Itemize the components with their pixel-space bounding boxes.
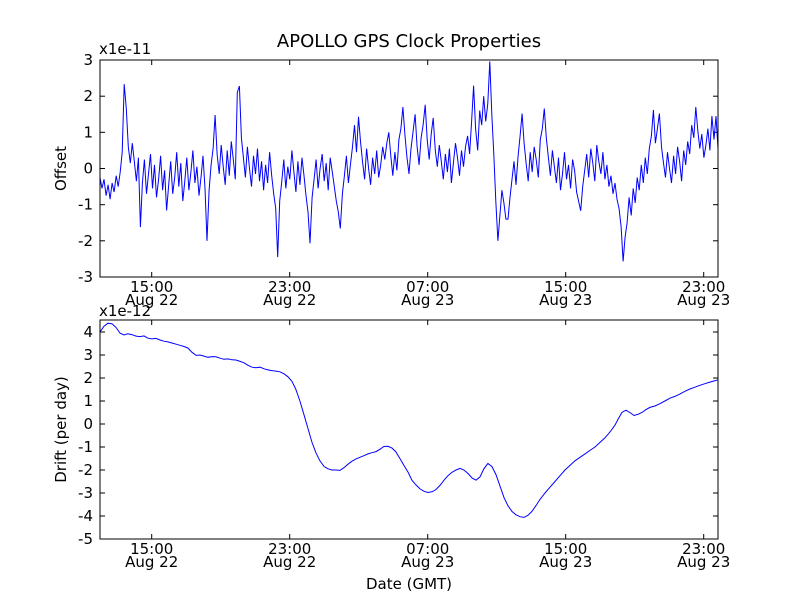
y-tick-label: -3 bbox=[78, 268, 93, 286]
x-tick-date-label: Aug 22 bbox=[125, 291, 178, 309]
y-tick-label: -3 bbox=[78, 484, 93, 502]
y-tick-label: -1 bbox=[78, 438, 93, 456]
x-tick-date-label: Aug 22 bbox=[125, 553, 178, 571]
x-tick-date-label: Aug 23 bbox=[539, 291, 592, 309]
y-tick-label: 4 bbox=[83, 323, 93, 341]
xaxis-label: Date (GMT) bbox=[366, 575, 452, 593]
y-tick-label: -2 bbox=[78, 232, 93, 250]
y-tick-label: 1 bbox=[83, 123, 93, 141]
y-tick-label: 0 bbox=[83, 160, 93, 178]
offset-ylabel: Offset bbox=[52, 146, 70, 191]
x-tick-time-label: 23:00 bbox=[268, 278, 311, 296]
y-tick-label: 1 bbox=[83, 392, 93, 410]
x-tick-time-label: 23:00 bbox=[682, 278, 725, 296]
y-tick-label: 3 bbox=[83, 51, 93, 69]
y-tick-label: 3 bbox=[83, 346, 93, 364]
x-tick-date-label: Aug 23 bbox=[539, 553, 592, 571]
x-tick-date-label: Aug 23 bbox=[677, 291, 730, 309]
y-tick-label: 2 bbox=[83, 369, 93, 387]
plot-title: APOLLO GPS Clock Properties bbox=[277, 31, 541, 52]
x-tick-time-label: 07:00 bbox=[406, 278, 449, 296]
drift-data-line bbox=[99, 322, 719, 518]
y-tick-label: -5 bbox=[78, 530, 93, 548]
x-tick-date-label: Aug 23 bbox=[677, 553, 730, 571]
x-tick-date-label: Aug 22 bbox=[263, 291, 316, 309]
y-tick-label: -4 bbox=[78, 507, 93, 525]
drift-scale-label: x1e-12 bbox=[99, 302, 151, 320]
drift-frame bbox=[99, 319, 719, 540]
offset-frame bbox=[99, 59, 719, 278]
y-tick-label: -1 bbox=[78, 196, 93, 214]
x-tick-time-label: 07:00 bbox=[406, 540, 449, 558]
offset-data-line bbox=[99, 61, 719, 262]
x-tick-time-label: 15:00 bbox=[544, 278, 587, 296]
x-tick-time-label: 15:00 bbox=[130, 278, 173, 296]
x-tick-time-label: 15:00 bbox=[544, 540, 587, 558]
x-tick-date-label: Aug 23 bbox=[401, 553, 454, 571]
x-tick-time-label: 23:00 bbox=[682, 540, 725, 558]
y-tick-label: -2 bbox=[78, 461, 93, 479]
y-tick-label: 0 bbox=[83, 415, 93, 433]
x-tick-date-label: Aug 22 bbox=[263, 553, 316, 571]
x-tick-time-label: 15:00 bbox=[130, 540, 173, 558]
offset-scale-label: x1e-11 bbox=[99, 40, 151, 58]
x-tick-time-label: 23:00 bbox=[268, 540, 311, 558]
y-tick-label: 2 bbox=[83, 87, 93, 105]
x-tick-date-label: Aug 23 bbox=[401, 291, 454, 309]
drift-ylabel: Drift (per day) bbox=[52, 376, 70, 483]
